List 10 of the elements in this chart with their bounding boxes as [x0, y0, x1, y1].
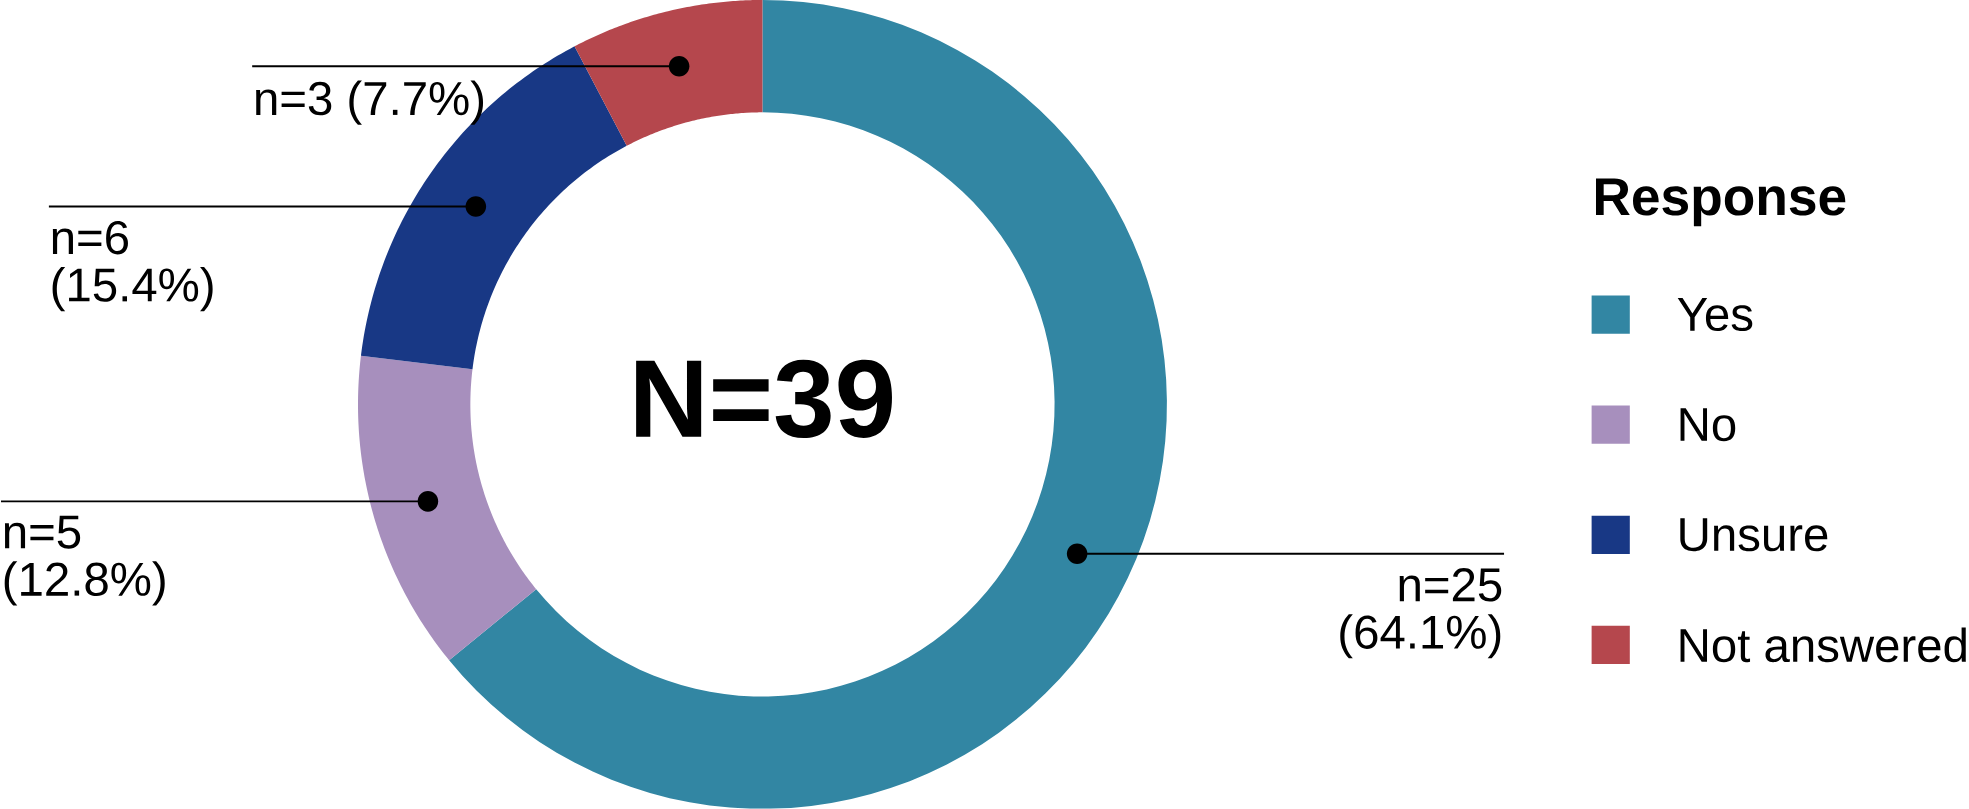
data-label: n=5 (12.8%): [4, 515, 165, 606]
data-label: n=25 (64.1%): [1340, 568, 1502, 659]
text: N=39: [636, 359, 892, 439]
data-label: n=3 (7.7%): [256, 80, 484, 125]
legend-label: No: [1680, 408, 1736, 442]
legend-label: Unsure: [1680, 518, 1828, 552]
legend-label: Yes: [1677, 298, 1753, 332]
legend-title: Response: [1595, 178, 1846, 227]
legend-label: Not answered: [1680, 627, 1966, 663]
data-label: n=6 (15.4%): [52, 220, 213, 312]
